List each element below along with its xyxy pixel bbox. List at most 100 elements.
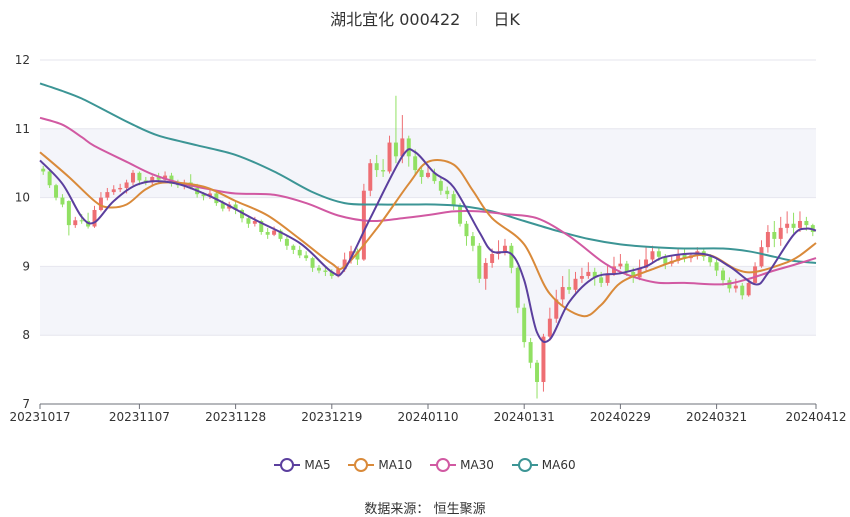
legend-item-ma60[interactable]: MA60 <box>511 458 576 472</box>
title-divider <box>476 12 478 26</box>
candle-body <box>98 197 103 210</box>
candle-body <box>547 318 552 337</box>
candle-body <box>791 223 796 228</box>
candle <box>111 185 116 195</box>
ma-line-ma60 <box>39 82 817 264</box>
candle-body <box>323 270 328 272</box>
candle <box>650 245 655 264</box>
candle-body <box>66 201 71 226</box>
candle-body <box>797 220 802 228</box>
candle-body <box>342 259 347 270</box>
candle-body <box>470 236 475 246</box>
candle <box>528 337 533 369</box>
candle <box>246 215 251 228</box>
candle-body <box>252 220 257 224</box>
candle-body <box>721 270 725 281</box>
candle <box>54 183 59 201</box>
candle-body <box>406 138 411 157</box>
plot-band <box>40 128 816 198</box>
candle-body <box>278 230 283 239</box>
candle <box>554 289 559 323</box>
x-tick-label: 20231107 <box>109 410 170 424</box>
candle <box>92 205 97 228</box>
candle-body <box>291 245 296 250</box>
legend-item-ma30[interactable]: MA30 <box>430 458 494 472</box>
y-tick-label: 8 <box>22 328 30 342</box>
candle-body <box>304 255 309 259</box>
candle-body <box>400 138 405 157</box>
candle-body <box>682 254 687 259</box>
candle <box>105 187 110 201</box>
candle <box>73 216 78 228</box>
legend-marker-ma5 <box>274 458 301 472</box>
candle <box>419 166 424 184</box>
candle-body <box>438 181 443 191</box>
x-tick-label: 20240321 <box>686 410 747 424</box>
candle-body <box>272 230 277 235</box>
candle <box>483 258 488 290</box>
candle <box>682 248 687 263</box>
candle <box>535 359 540 399</box>
legend-marker-ma30 <box>430 458 457 472</box>
candle <box>284 236 289 250</box>
candle-body <box>355 251 360 260</box>
candle-body <box>759 247 764 267</box>
candle <box>432 168 437 184</box>
x-tick-label: 20240131 <box>494 410 555 424</box>
candle-body <box>611 266 616 274</box>
legend-item-ma5[interactable]: MA5 <box>274 458 331 472</box>
candle <box>304 251 309 261</box>
candle <box>387 135 392 174</box>
candle <box>573 271 578 293</box>
candle-body <box>772 232 777 239</box>
candle-body <box>708 256 713 263</box>
candle <box>515 266 520 314</box>
candle-body <box>624 263 629 272</box>
candle-body <box>41 168 46 172</box>
candle <box>541 333 546 392</box>
candle <box>47 170 52 188</box>
candle <box>714 259 719 277</box>
candle-body <box>541 336 546 382</box>
candle <box>131 170 135 186</box>
candle-body <box>644 259 649 268</box>
x-tick-label: 20231219 <box>301 410 362 424</box>
x-tick-label: 20240110 <box>397 410 458 424</box>
candle-body <box>73 220 78 226</box>
y-tick-label: 7 <box>22 397 30 411</box>
candle <box>413 149 418 176</box>
candle-body <box>490 254 495 263</box>
candle-body <box>765 232 770 248</box>
legend-marker-ma60 <box>511 458 538 472</box>
candle-body <box>374 163 379 171</box>
source-name: 恒生聚源 <box>433 502 486 517</box>
candle-body <box>240 209 245 219</box>
legend-item-ma10[interactable]: MA10 <box>348 458 412 472</box>
candle-body <box>54 185 59 198</box>
moving-average-lines <box>39 82 817 343</box>
candle <box>522 303 527 348</box>
candle-body <box>778 227 783 239</box>
y-tick-label: 11 <box>15 122 30 136</box>
candle-body <box>554 299 559 319</box>
candle <box>41 165 46 175</box>
candle-body <box>131 172 135 183</box>
candle-body <box>201 194 206 197</box>
candle <box>233 201 238 215</box>
candle-body <box>451 194 456 206</box>
candle <box>451 190 456 210</box>
candle-body <box>47 171 52 186</box>
candle-body <box>785 223 790 228</box>
candle <box>252 216 257 227</box>
candle-body <box>207 193 212 197</box>
candle <box>118 183 123 193</box>
legend-marker-ma10 <box>348 458 375 472</box>
candle-body <box>483 262 488 279</box>
candle <box>765 225 770 253</box>
candle-body <box>458 205 463 224</box>
candle <box>445 186 450 199</box>
candle <box>60 194 65 208</box>
candle-body <box>592 271 597 278</box>
plot-band <box>40 266 816 336</box>
